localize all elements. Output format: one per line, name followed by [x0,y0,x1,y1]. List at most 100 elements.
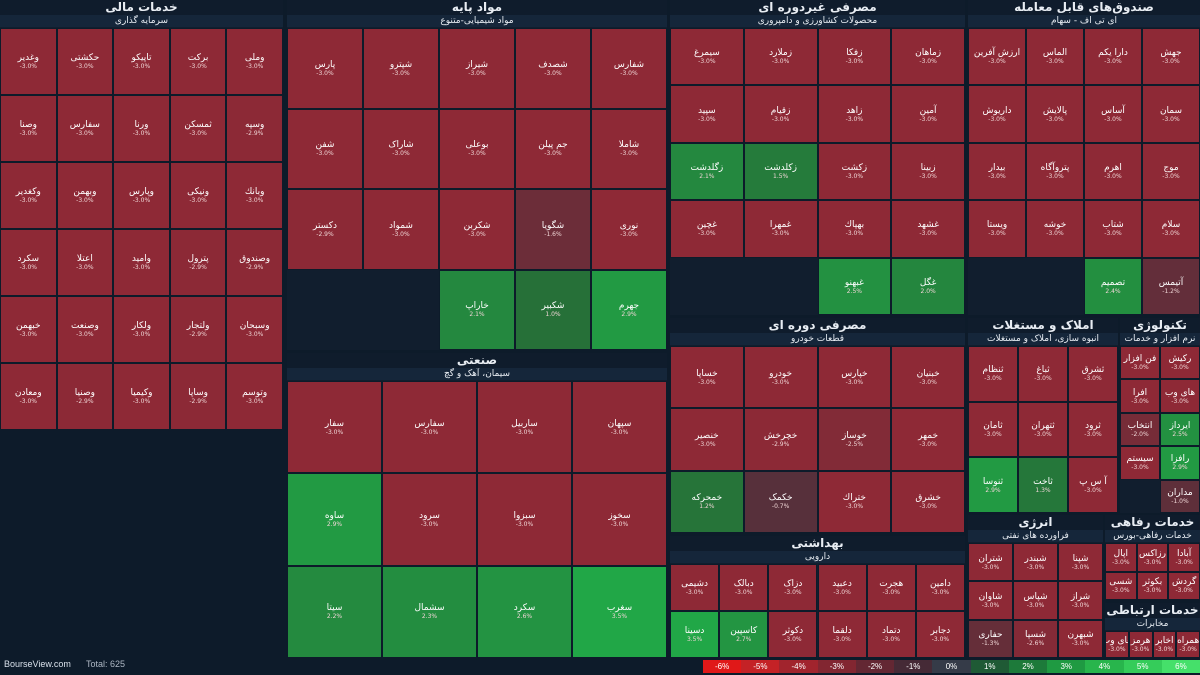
stock-tile[interactable]: سیستم -3.0% [1120,446,1160,480]
stock-tile[interactable]: خنصیر -3.0% [670,408,744,471]
stock-tile[interactable]: زكشت -3.0% [817,142,892,201]
stock-tile[interactable]: سخوز -3.0% [572,473,667,566]
stock-tile[interactable]: آ س پ -3.0% [1068,457,1118,513]
stock-tile[interactable]: های وب-3.0% [1105,631,1129,658]
stock-tile[interactable]: كاسپین 2.7% [719,611,769,658]
sector-block[interactable]: خدمات رفاهی خدمات رفاهی-بورس آبادا -3.0% رزا… [1105,515,1200,600]
stock-tile[interactable]: وبهمن -3.0% [56,162,114,229]
stock-tile[interactable]: شبندر -3.0% [1013,543,1058,582]
stock-tile[interactable]: سمان -3.0% [1142,85,1200,143]
stock-tile[interactable]: شمواد -3.0% [363,189,439,270]
stock-tile[interactable]: ولتجار -2.9% [169,296,227,363]
stock-tile[interactable]: داریوش -3.0% [968,85,1026,143]
stock-tile[interactable]: خاراپ 2.1% [439,269,515,350]
stock-tile[interactable]: ولكار -3.0% [113,296,170,363]
stock-tile[interactable]: زقیام -3.0% [743,85,818,143]
sector-block[interactable]: صنعتی سیمان، آهک و گچ سپهان -3.0% ساربیل -3.0… [287,353,667,658]
stock-tile[interactable]: خشرق -3.0% [891,470,965,533]
stock-tile[interactable]: غشهد -3.0% [891,200,965,258]
stock-tile[interactable]: های وب-3.0% [1160,379,1200,413]
stock-tile[interactable]: خبهمن -3.0% [0,296,57,363]
stock-tile[interactable]: سكرد 2.6% [477,565,572,658]
stock-tile[interactable]: غمهرا -3.0% [743,200,818,258]
stock-tile[interactable]: بیدار -3.0% [968,142,1026,201]
stock-tile[interactable]: شفن -3.0% [287,108,363,189]
stock-tile[interactable]: آساس -3.0% [1084,85,1142,143]
stock-tile[interactable]: خودرو -3.0% [743,346,818,409]
stock-tile[interactable]: مداران -1.0% [1160,479,1200,513]
stock-tile[interactable]: رکیش -3.0% [1160,346,1200,380]
sector-block[interactable]: املاک و مستغلات انبوه سازی، املاک و مستغل… [968,318,1118,513]
stock-tile[interactable]: جهش -3.0% [1142,28,1200,86]
stock-tile[interactable]: زاهد -3.0% [817,85,892,143]
stock-tile[interactable]: ثنوسا 2.9% [968,457,1018,513]
stock-tile[interactable]: آبادا -3.0% [1168,543,1200,572]
stock-tile[interactable]: وصنیا -2.9% [56,363,114,430]
stock-tile[interactable]: شتاب -3.0% [1084,200,1142,258]
stock-tile[interactable]: شپنا -3.0% [1058,543,1103,582]
stock-tile[interactable]: هرمز -3.0% [1128,631,1153,658]
stock-tile[interactable]: سرود -3.0% [382,473,477,566]
sector-block[interactable]: تکنولوژی نرم افزار و خدمات رکیش -3.0% فن افز… [1120,318,1200,513]
stock-tile[interactable]: همراه -3.0% [1176,631,1200,658]
stock-tile[interactable]: وسپه -2.9% [226,95,283,162]
stock-tile[interactable]: دعبید -3.0% [817,564,867,611]
stock-tile[interactable]: وبانك -3.0% [226,162,283,229]
stock-tile[interactable]: سپید -3.0% [670,85,744,143]
stock-tile[interactable]: اپال -3.0% [1105,543,1137,572]
stock-tile[interactable]: دتماد -3.0% [866,611,916,658]
sector-block[interactable]: بهداشتی دارویی دامین -3.0% هجرت -3.0% دعبید -3.… [670,536,965,658]
stock-tile[interactable]: ویستا -3.0% [968,200,1026,258]
stock-tile[interactable]: ثتهران -3.0% [1018,401,1068,458]
stock-tile[interactable]: رزاكس -3.0% [1136,543,1169,572]
stock-tile[interactable]: دامین -3.0% [915,564,965,611]
stock-tile[interactable]: دلقما -3.0% [817,611,867,658]
brand-label[interactable]: BourseView.com [4,659,71,669]
stock-tile[interactable]: زكلدشت 1.5% [743,142,818,201]
stock-tile[interactable]: سیتا 2.2% [287,565,382,658]
stock-tile[interactable]: دجابر -3.0% [915,611,965,658]
stock-tile[interactable]: ارزش آفرین -3.0% [968,28,1026,86]
stock-tile[interactable]: شاملا -3.0% [591,108,667,189]
stock-tile[interactable]: سپهان -3.0% [572,381,667,474]
stock-tile[interactable]: شبهرن -3.0% [1058,619,1103,658]
stock-tile[interactable]: سکرد -3.0% [0,229,57,296]
stock-tile[interactable]: خوساز -2.5% [817,408,892,471]
stock-tile[interactable]: سفارس -3.0% [382,381,477,474]
stock-tile[interactable]: شفارس -3.0% [591,28,667,109]
stock-tile[interactable]: ثنظام -3.0% [968,346,1018,402]
stock-tile[interactable]: ورنا -3.0% [113,95,170,162]
stock-tile[interactable]: غچین -3.0% [670,200,744,258]
stock-tile[interactable]: سغرب 3.5% [572,565,667,658]
stock-tile[interactable]: نوری -3.0% [591,189,667,270]
stock-tile[interactable]: ثاخت 1.3% [1018,457,1068,513]
stock-tile[interactable]: آتیمس -1.2% [1142,257,1200,315]
stock-tile[interactable]: سفارس -3.0% [56,95,114,162]
stock-tile[interactable]: غگل 2.0% [891,257,965,315]
stock-tile[interactable]: شسی -3.0% [1105,571,1137,600]
stock-tile[interactable]: دسینا 3.5% [670,611,720,658]
stock-tile[interactable]: زملارد -3.0% [743,28,818,86]
sector-block[interactable]: انرژی فراورده های نفتی شپنا -3.0% شبندر -3.0%… [968,515,1103,658]
stock-tile[interactable]: زبینا -3.0% [891,142,965,201]
stock-tile[interactable]: وكیمیا -3.0% [113,363,170,430]
stock-tile[interactable]: موج -3.0% [1142,142,1200,201]
stock-tile[interactable]: وكغدیر -3.0% [0,162,57,229]
stock-tile[interactable]: دزاک -3.0% [768,564,818,611]
stock-tile[interactable]: دشیمی -3.0% [670,564,720,611]
stock-tile[interactable]: شتران -3.0% [968,543,1013,582]
stock-tile[interactable]: شپترو -3.0% [363,28,439,109]
stock-tile[interactable]: جهرم 2.9% [591,269,667,350]
stock-tile[interactable]: وملی -3.0% [226,28,283,95]
stock-tile[interactable]: پارس -3.0% [287,28,363,109]
stock-tile[interactable]: اخابر -3.0% [1152,631,1177,658]
stock-tile[interactable]: ثامان -3.0% [968,401,1018,458]
stock-tile[interactable]: شصدف -3.0% [515,28,591,109]
stock-tile[interactable]: شسپا -2.6% [1013,619,1058,658]
stock-tile[interactable]: خکمک -0.7% [743,470,818,533]
stock-tile[interactable]: پتروآگاه -3.0% [1026,142,1084,201]
stock-tile[interactable]: ثشرق -3.0% [1068,346,1118,402]
stock-tile[interactable]: حكشتی -3.0% [56,28,114,95]
stock-tile[interactable]: بركت -3.0% [169,28,227,95]
stock-tile[interactable]: خمهر -3.0% [891,408,965,471]
